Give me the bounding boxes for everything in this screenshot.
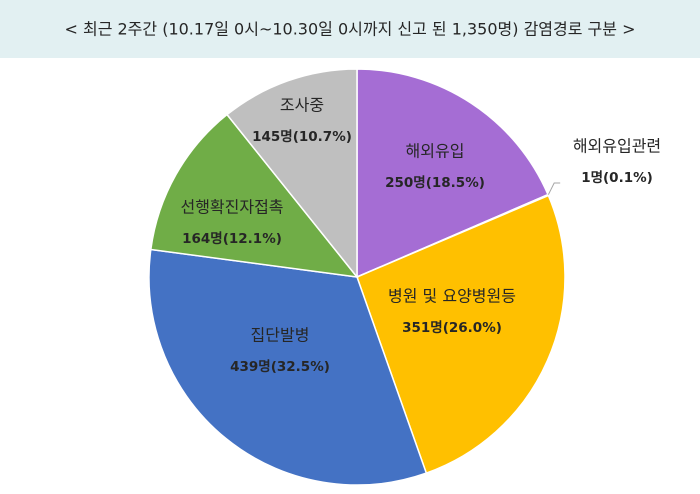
value-label: 351명(26.0%) [402,319,502,336]
pie-slice [149,113,359,278]
value-label: 1명(0.1%) [581,169,653,186]
pie-slice [356,194,566,475]
leader-line [547,182,561,196]
slice-label: 해외유입관련 [573,137,661,156]
value-label: 164명(12.1%) [182,230,282,247]
pie-slice [356,68,549,279]
slice-label: 선행확진자접촉 [180,198,283,217]
pie-slice [225,68,358,280]
value-label: 145명(10.7%) [252,128,352,145]
value-label: 439명(32.5%) [230,358,330,375]
slice-label: 집단발병 [251,326,310,345]
value-label: 250명(18.5%) [385,174,485,191]
chart-title: < 최근 2주간 (10.17일 0시~10.30일 0시까지 신고 된 1,3… [64,20,635,39]
slice-label: 해외유입 [406,142,465,161]
slice-label: 조사중 [280,96,324,115]
pie-slice [148,248,428,486]
slice-label: 병원 및 요양병원등 [388,287,516,306]
title-band [0,0,700,58]
